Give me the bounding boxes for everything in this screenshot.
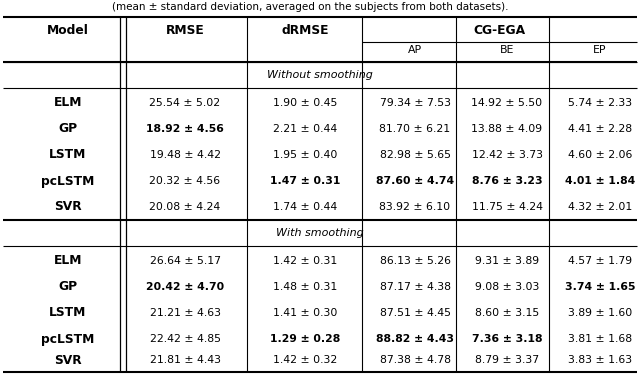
Text: 5.74 ± 2.33: 5.74 ± 2.33 [568, 98, 632, 108]
Text: 1.29 ± 0.28: 1.29 ± 0.28 [270, 334, 340, 344]
Text: 1.74 ± 0.44: 1.74 ± 0.44 [273, 202, 337, 212]
Text: 20.32 ± 4.56: 20.32 ± 4.56 [149, 176, 221, 186]
Text: 1.41 ± 0.30: 1.41 ± 0.30 [273, 308, 337, 318]
Text: RMSE: RMSE [166, 24, 204, 38]
Text: 87.60 ± 4.74: 87.60 ± 4.74 [376, 176, 454, 186]
Text: 3.83 ± 1.63: 3.83 ± 1.63 [568, 355, 632, 365]
Text: 4.01 ± 1.84: 4.01 ± 1.84 [565, 176, 635, 186]
Text: 11.75 ± 4.24: 11.75 ± 4.24 [472, 202, 543, 212]
Text: 87.51 ± 4.45: 87.51 ± 4.45 [380, 308, 451, 318]
Text: 18.92 ± 4.56: 18.92 ± 4.56 [146, 124, 224, 134]
Text: 2.21 ± 0.44: 2.21 ± 0.44 [273, 124, 337, 134]
Text: BE: BE [500, 45, 514, 55]
Text: pcLSTM: pcLSTM [42, 333, 95, 345]
Text: 4.60 ± 2.06: 4.60 ± 2.06 [568, 150, 632, 160]
Text: pcLSTM: pcLSTM [42, 174, 95, 188]
Text: 1.90 ± 0.45: 1.90 ± 0.45 [273, 98, 337, 108]
Text: AP: AP [408, 45, 422, 55]
Text: 88.82 ± 4.43: 88.82 ± 4.43 [376, 334, 454, 344]
Text: CG-EGA: CG-EGA [474, 24, 525, 38]
Text: LSTM: LSTM [49, 148, 86, 162]
Text: 1.47 ± 0.31: 1.47 ± 0.31 [270, 176, 340, 186]
Text: 20.42 ± 4.70: 20.42 ± 4.70 [146, 282, 224, 292]
Text: ELM: ELM [54, 96, 83, 109]
Text: 7.36 ± 3.18: 7.36 ± 3.18 [472, 334, 542, 344]
Text: 19.48 ± 4.42: 19.48 ± 4.42 [150, 150, 221, 160]
Text: 8.76 ± 3.23: 8.76 ± 3.23 [472, 176, 542, 186]
Text: SVR: SVR [54, 354, 82, 366]
Text: 3.74 ± 1.65: 3.74 ± 1.65 [564, 282, 636, 292]
Text: 8.60 ± 3.15: 8.60 ± 3.15 [475, 308, 539, 318]
Text: 82.98 ± 5.65: 82.98 ± 5.65 [380, 150, 451, 160]
Text: 12.42 ± 3.73: 12.42 ± 3.73 [472, 150, 543, 160]
Text: 4.32 ± 2.01: 4.32 ± 2.01 [568, 202, 632, 212]
Text: 9.08 ± 3.03: 9.08 ± 3.03 [475, 282, 539, 292]
Text: 1.95 ± 0.40: 1.95 ± 0.40 [273, 150, 337, 160]
Text: 86.13 ± 5.26: 86.13 ± 5.26 [380, 256, 451, 266]
Text: 21.21 ± 4.63: 21.21 ± 4.63 [150, 308, 221, 318]
Text: 1.48 ± 0.31: 1.48 ± 0.31 [273, 282, 337, 292]
Text: 81.70 ± 6.21: 81.70 ± 6.21 [380, 124, 451, 134]
Text: 20.08 ± 4.24: 20.08 ± 4.24 [149, 202, 221, 212]
Text: 22.42 ± 4.85: 22.42 ± 4.85 [150, 334, 221, 344]
Text: SVR: SVR [54, 201, 82, 213]
Text: 1.42 ± 0.32: 1.42 ± 0.32 [273, 355, 337, 365]
Text: 3.81 ± 1.68: 3.81 ± 1.68 [568, 334, 632, 344]
Text: 87.17 ± 4.38: 87.17 ± 4.38 [380, 282, 451, 292]
Text: 8.79 ± 3.37: 8.79 ± 3.37 [475, 355, 539, 365]
Text: GP: GP [58, 280, 77, 294]
Text: 4.41 ± 2.28: 4.41 ± 2.28 [568, 124, 632, 134]
Text: 26.64 ± 5.17: 26.64 ± 5.17 [150, 256, 221, 266]
Text: dRMSE: dRMSE [281, 24, 329, 38]
Text: With smoothing: With smoothing [276, 228, 364, 238]
Text: 21.81 ± 4.43: 21.81 ± 4.43 [150, 355, 221, 365]
Text: Without smoothing: Without smoothing [267, 70, 373, 80]
Text: LSTM: LSTM [49, 306, 86, 320]
Text: EP: EP [593, 45, 607, 55]
Text: ELM: ELM [54, 255, 83, 267]
Text: 13.88 ± 4.09: 13.88 ± 4.09 [472, 124, 543, 134]
Text: 79.34 ± 7.53: 79.34 ± 7.53 [380, 98, 451, 108]
Text: 14.92 ± 5.50: 14.92 ± 5.50 [472, 98, 543, 108]
Text: 87.38 ± 4.78: 87.38 ± 4.78 [380, 355, 451, 365]
Text: GP: GP [58, 123, 77, 135]
Text: 9.31 ± 3.89: 9.31 ± 3.89 [475, 256, 539, 266]
Text: 4.57 ± 1.79: 4.57 ± 1.79 [568, 256, 632, 266]
Text: (mean ± standard deviation, averaged on the subjects from both datasets).: (mean ± standard deviation, averaged on … [112, 2, 508, 12]
Text: 3.89 ± 1.60: 3.89 ± 1.60 [568, 308, 632, 318]
Text: Model: Model [47, 24, 89, 38]
Text: 25.54 ± 5.02: 25.54 ± 5.02 [149, 98, 221, 108]
Text: 83.92 ± 6.10: 83.92 ± 6.10 [380, 202, 451, 212]
Text: 1.42 ± 0.31: 1.42 ± 0.31 [273, 256, 337, 266]
